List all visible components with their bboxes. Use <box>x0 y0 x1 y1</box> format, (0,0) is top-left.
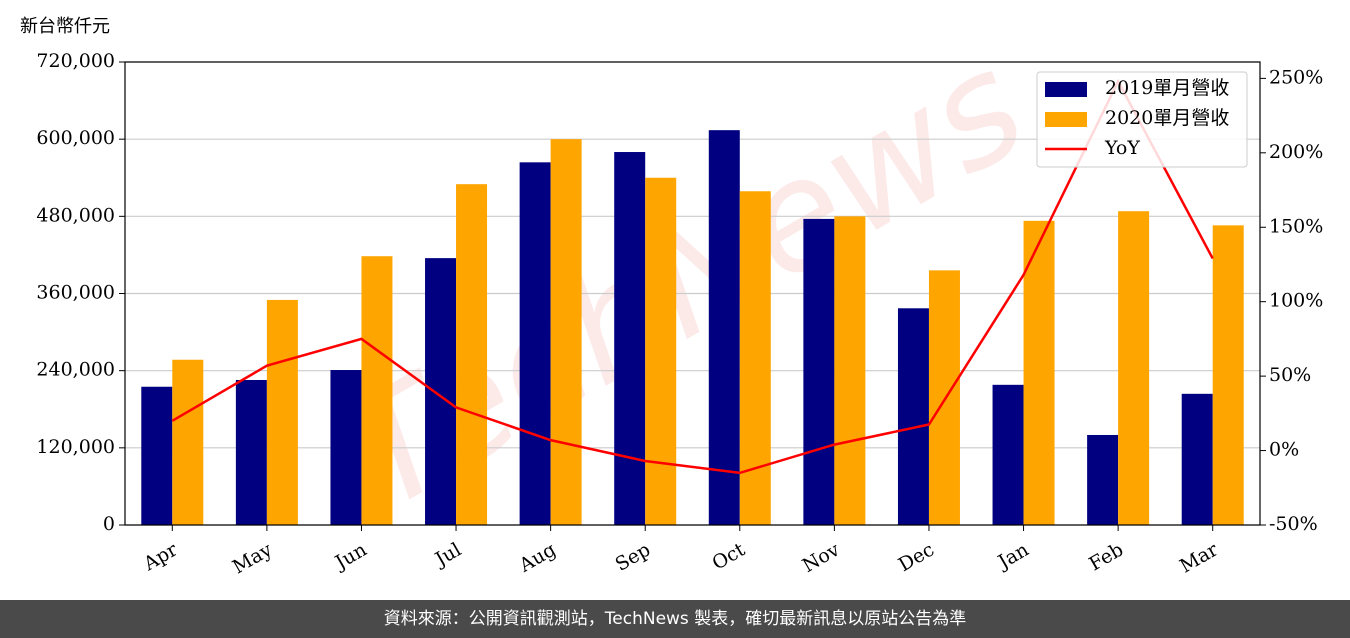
bar <box>519 162 551 526</box>
bar <box>550 139 582 525</box>
bar <box>992 384 1024 525</box>
bar <box>1087 434 1119 525</box>
y2-tick-label: 150% <box>1269 215 1323 237</box>
x-tick-label: Mar <box>1176 538 1222 577</box>
y2-tick-label: 100% <box>1269 290 1323 312</box>
y-tick-label: 600,000 <box>36 127 115 149</box>
line <box>171 78 1214 475</box>
bar <box>1118 211 1150 525</box>
y2-tick-label: 50% <box>1269 364 1311 386</box>
y2-tick-label: -50% <box>1269 513 1318 535</box>
x-tick-label: Nov <box>799 538 844 577</box>
bar <box>456 184 488 526</box>
legend-label: 2019單月營收 <box>1105 77 1229 99</box>
x-tick-label: Jun <box>330 539 371 575</box>
bar <box>235 379 267 525</box>
bar <box>330 370 362 525</box>
legend-swatch <box>1045 82 1087 97</box>
plot-frame <box>124 61 1261 526</box>
y-tick-label: 0 <box>103 513 115 535</box>
chart: 新台幣仟元 TechNews 0120,000240,000360,000480… <box>20 16 1323 578</box>
y-tick-label: 120,000 <box>36 436 115 458</box>
bar <box>172 359 204 525</box>
footer: 資料來源：公開資訊觀測站，TechNews 製表，確切最新訊息以原站公告為準 <box>0 600 1350 638</box>
legend-box <box>1036 71 1248 168</box>
x-tick-label: Dec <box>895 539 938 577</box>
bar <box>1023 220 1055 525</box>
y-tick-label: 360,000 <box>36 282 115 304</box>
bar <box>645 177 677 525</box>
y-tick-label: 240,000 <box>36 359 115 381</box>
bar <box>803 218 835 525</box>
bar <box>1181 393 1213 525</box>
x-tick-label: Feb <box>1085 539 1127 576</box>
x-tick-label: Aug <box>515 539 560 578</box>
x-tick-label: Apr <box>139 538 182 575</box>
x-tick-label: Jan <box>993 539 1033 575</box>
bar <box>361 256 393 525</box>
y-axis-label: 新台幣仟元 <box>20 16 110 37</box>
bar <box>708 130 740 526</box>
y2-tick-label: 0% <box>1269 439 1299 461</box>
bar <box>1212 225 1244 525</box>
bar <box>266 299 298 525</box>
bar <box>739 191 771 526</box>
legend-swatch <box>1045 112 1087 127</box>
bar <box>141 386 173 525</box>
x-tick-label: Oct <box>708 538 749 574</box>
y-tick-label: 720,000 <box>36 50 115 72</box>
y2-tick-label: 200% <box>1269 141 1323 163</box>
legend-label: 2020單月營收 <box>1105 107 1229 129</box>
y-tick-label: 480,000 <box>36 204 115 226</box>
bar <box>897 308 929 525</box>
bar <box>614 152 646 525</box>
x-tick-label: Sep <box>612 539 655 576</box>
bar <box>834 216 866 526</box>
legend-label: YoY <box>1104 137 1140 159</box>
bar <box>425 258 457 525</box>
y2-tick-label: 250% <box>1269 66 1323 88</box>
x-tick-label: Jul <box>430 539 465 572</box>
x-tick-label: May <box>229 538 276 578</box>
